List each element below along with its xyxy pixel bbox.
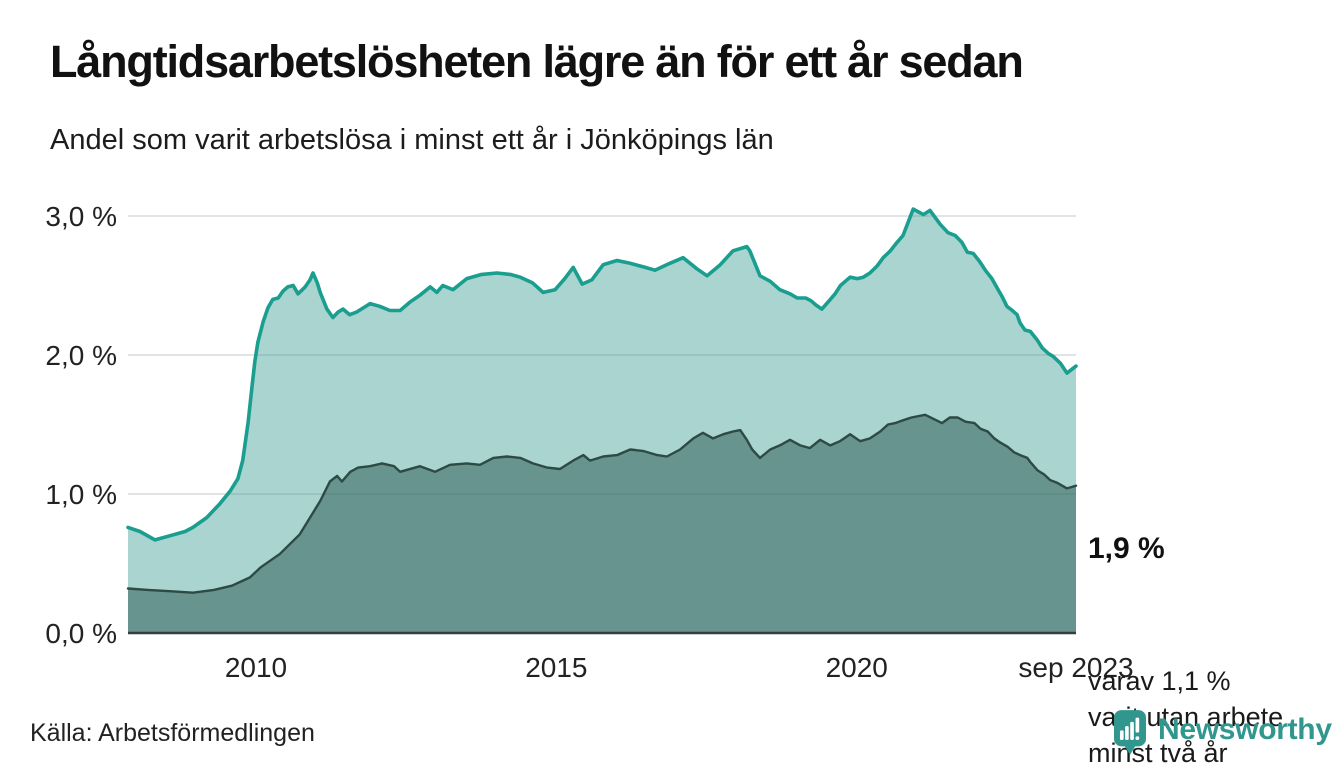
line-min-two-years <box>126 413 1078 594</box>
page-title: Långtidsarbetslösheten lägre än för ett … <box>50 36 1024 87</box>
y-tick-label: 2,0 % <box>45 340 117 371</box>
annotation-latest-total: 1,9 % <box>1088 532 1165 565</box>
x-tick-label: 2010 <box>225 652 287 683</box>
chart-canvas: 0,0 % 1,0 % 2,0 % 3,0 % 2010 2015 2020 sep 2023 <box>45 201 1133 683</box>
x-tick-label: sep 2023 <box>1018 652 1133 683</box>
annotation-line-3: minst två år <box>1088 738 1228 768</box>
annotation-line-1: varav 1,1 % <box>1088 666 1231 696</box>
source-label: Källa: Arbetsförmedlingen <box>30 719 315 747</box>
newsworthy-logo: Newsworthy <box>1114 710 1332 755</box>
newsworthy-wordmark: Newsworthy <box>1158 713 1332 746</box>
chart-subtitle: Andel som varit arbetslösa i minst ett å… <box>50 124 774 156</box>
x-tick-label: 2015 <box>525 652 587 683</box>
unemployment-area-chart: 0,0 % 1,0 % 2,0 % 3,0 % 2010 2015 2020 sep 2023… <box>0 185 1340 768</box>
y-tick-label: 0,0 % <box>45 618 117 649</box>
area-min-two-years <box>128 414 1076 633</box>
newsworthy-icon <box>1114 710 1146 755</box>
annotation-two-year-share: varav 1,1 % varit utan arbete minst två … <box>1088 663 1283 771</box>
line-min-one-year <box>126 207 1078 542</box>
x-tick-label: 2020 <box>826 652 888 683</box>
y-tick-label: 3,0 % <box>45 201 117 232</box>
y-tick-label: 1,0 % <box>45 479 117 510</box>
